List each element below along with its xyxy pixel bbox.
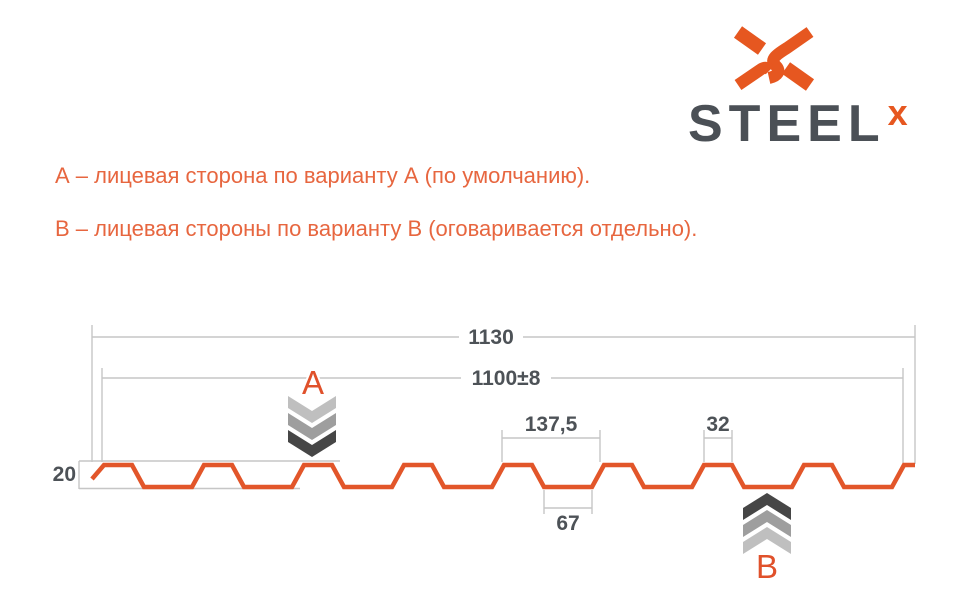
x-arm-bottom-right — [781, 62, 815, 91]
dim-rib-pitch: 137,5 — [501, 413, 601, 462]
steelx-logo: STEELx — [688, 26, 908, 151]
dim-label-valley-width: 67 — [556, 512, 579, 535]
profile-drawing: 1130 1100±8 137,5 32 — [53, 325, 916, 587]
dim-label-rib-top-width: 32 — [706, 413, 729, 436]
marker-b: В — [743, 493, 791, 587]
chevron-down-icon — [288, 396, 336, 423]
dim-valley-width: 67 — [543, 490, 593, 535]
chevron-up-icon — [743, 527, 791, 554]
marker-b-letter: В — [756, 548, 778, 585]
chevron-down-icon — [288, 430, 336, 457]
brand-text: STEEL — [688, 95, 886, 153]
dim-cover-width: 1100±8 — [101, 367, 904, 463]
x-arm-top-left — [733, 26, 767, 55]
profile-polyline — [90, 462, 915, 490]
marker-a-letter: А — [302, 364, 324, 401]
dim-label-rib-pitch: 137,5 — [525, 413, 578, 436]
steelx-x-icon — [733, 26, 815, 91]
chevron-down-icon — [288, 413, 336, 440]
x-arm-top-right-s-link — [767, 27, 814, 84]
chevron-up-icon — [743, 493, 791, 520]
dim-label-overall-width: 1130 — [468, 326, 514, 349]
dim-rib-top-width: 32 — [703, 413, 733, 462]
brand-superscript: x — [887, 92, 908, 133]
marker-a: А — [288, 362, 336, 457]
dim-overall-width: 1130 — [91, 325, 916, 464]
note-variant-b: В – лицевая стороны по варианту В (огова… — [55, 216, 698, 241]
profile-sheet-outline — [90, 462, 915, 490]
x-arm-bottom-left — [734, 61, 775, 90]
dim-label-profile-height: 20 — [53, 463, 76, 486]
note-variant-a: А – лицевая сторона по варианту А (по ум… — [55, 163, 591, 188]
dim-label-cover-width: 1100±8 — [472, 367, 541, 390]
chevron-up-icon — [743, 510, 791, 537]
brand-wordmark: STEELx — [688, 92, 908, 153]
